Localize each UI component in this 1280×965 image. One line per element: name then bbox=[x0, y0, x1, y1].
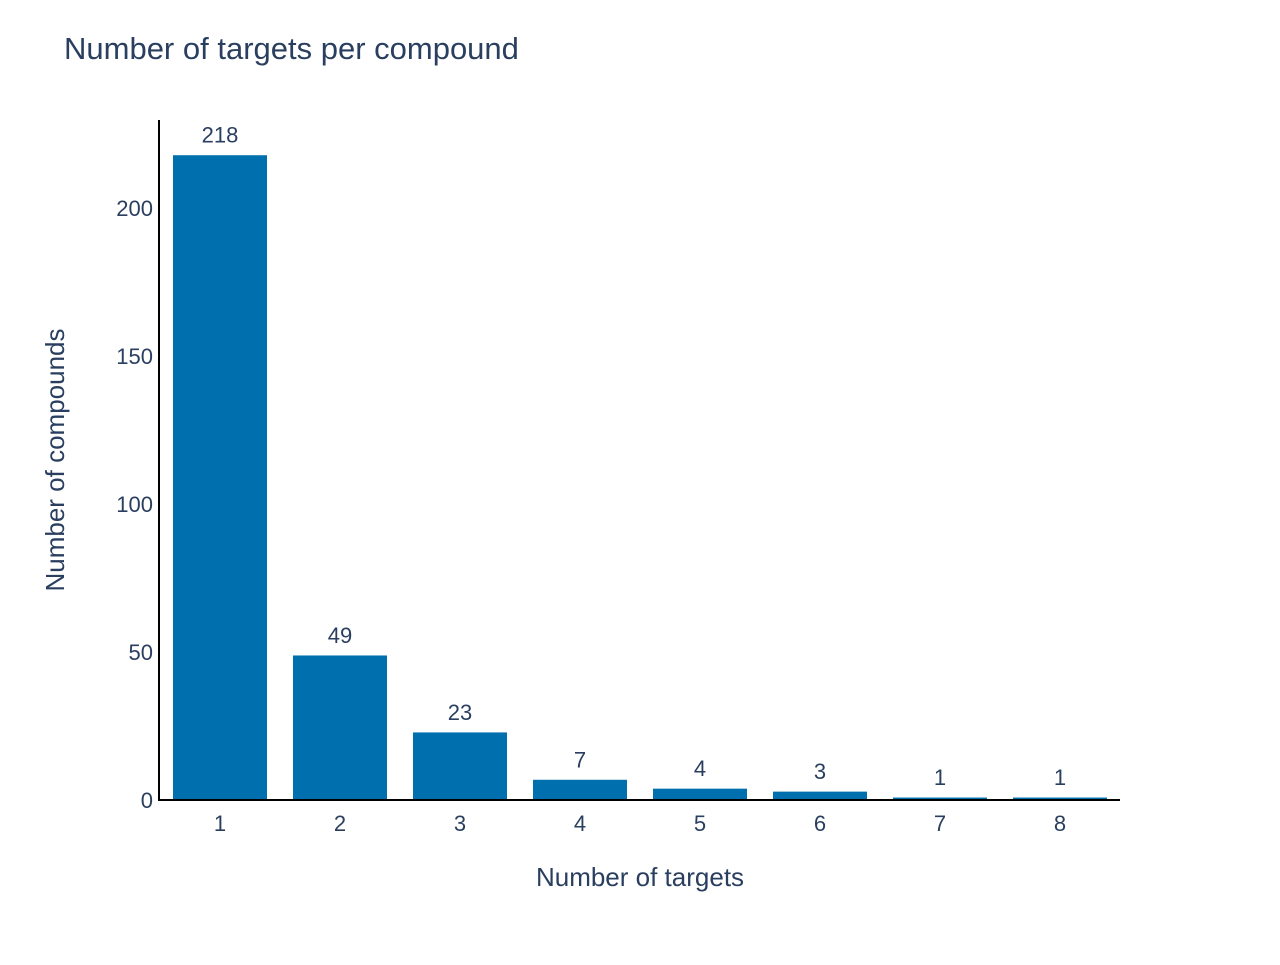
bar-data-label: 7 bbox=[574, 747, 586, 772]
x-tick-label: 4 bbox=[574, 811, 586, 836]
y-tick-label: 200 bbox=[116, 196, 153, 221]
bar[interactable] bbox=[532, 778, 628, 801]
x-tick-label: 6 bbox=[814, 811, 826, 836]
bar[interactable] bbox=[772, 790, 868, 801]
x-tick-label: 5 bbox=[694, 811, 706, 836]
bar-data-label: 23 bbox=[448, 700, 472, 725]
x-tick-label: 2 bbox=[334, 811, 346, 836]
bar-data-label: 4 bbox=[694, 756, 706, 781]
bar[interactable] bbox=[652, 787, 748, 801]
x-tick-label: 3 bbox=[454, 811, 466, 836]
x-axis-title: Number of targets bbox=[536, 862, 744, 892]
y-tick-label: 150 bbox=[116, 344, 153, 369]
x-tick-label: 1 bbox=[214, 811, 226, 836]
y-tick-label: 0 bbox=[141, 788, 153, 813]
bar[interactable] bbox=[292, 654, 388, 801]
y-tick-label: 50 bbox=[129, 640, 153, 665]
plot-area: 0 50 100 150 200 218 1 49 2 23 3 7 4 4 5 3 6 1 7 1 8 bbox=[116, 123, 1108, 836]
bar-data-label: 3 bbox=[814, 759, 826, 784]
y-tick-label: 100 bbox=[116, 492, 153, 517]
x-tick-label: 8 bbox=[1054, 811, 1066, 836]
bar-data-label: 49 bbox=[328, 623, 352, 648]
chart-title: Number of targets per compound bbox=[64, 31, 519, 66]
x-tick-label: 7 bbox=[934, 811, 946, 836]
bar-data-label: 1 bbox=[934, 765, 946, 790]
y-axis-title: Number of compounds bbox=[40, 328, 70, 591]
bar[interactable] bbox=[172, 154, 268, 801]
bar-data-label: 218 bbox=[202, 123, 239, 148]
bar-data-label: 1 bbox=[1054, 765, 1066, 790]
bar[interactable] bbox=[412, 731, 508, 801]
